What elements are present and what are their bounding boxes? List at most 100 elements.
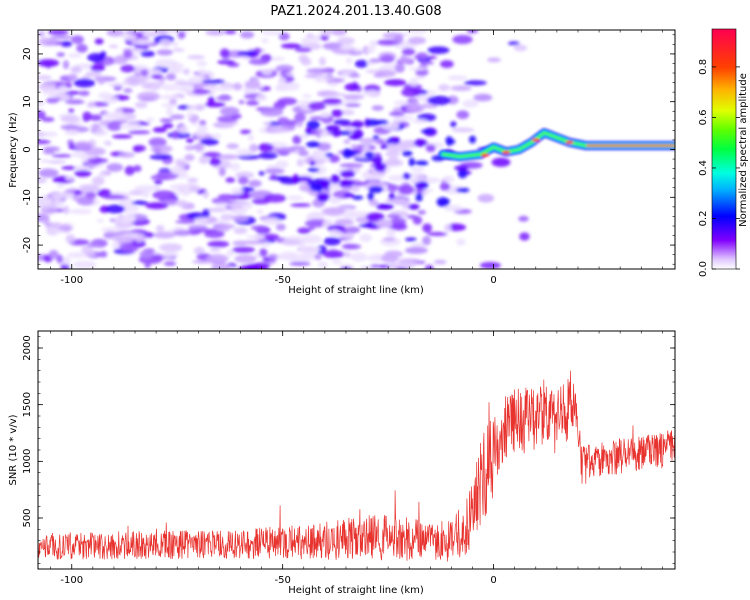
spectrogram-cell [106, 30, 125, 37]
spectrogram-cell [245, 235, 265, 239]
colorbar: 0.0 0.2 0.4 0.6 0.8 Normalized spectral ampl… [698, 28, 749, 277]
spectrogram-cell [344, 103, 361, 108]
spectrogram-cell [315, 183, 323, 193]
spectrogram-cell [362, 145, 370, 151]
spectrogram-cell [112, 56, 128, 65]
spectrogram-cell [245, 264, 269, 269]
spectrogram-cell [321, 207, 345, 216]
spectrogram-cell [343, 193, 355, 198]
spectrogram-cell [351, 210, 368, 217]
spectrogram-cell [207, 88, 216, 96]
spectrogram-cell [50, 192, 75, 200]
spectrogram-cell [380, 144, 388, 150]
spectrogram-cell [177, 30, 186, 39]
colorbar-tick-label: 0.4 [698, 160, 709, 176]
spectrogram-cell [124, 165, 135, 176]
spectrogram-cell [148, 137, 167, 147]
spectrogram-cell [118, 151, 135, 158]
spectrogram-cell [518, 215, 529, 222]
spectrogram-cell [76, 43, 88, 53]
spectrogram-cell [479, 261, 501, 269]
spectrogram-cell [209, 157, 222, 166]
spectrogram-cell [239, 129, 252, 135]
spectrogram-cell [132, 144, 146, 152]
spectrogram-cell [348, 73, 361, 78]
spectrogram-cell [354, 59, 369, 68]
spectrogram-cell [237, 176, 249, 185]
spectrogram-cell [344, 83, 360, 92]
spectrogram-cell [331, 30, 347, 36]
spectrogram-cell [402, 172, 412, 180]
spectrogram-cell [339, 44, 355, 51]
spectrogram-cell [123, 76, 146, 86]
colorbar-label: Normalized spectral amplitude [738, 73, 749, 227]
spectrogram-cell [336, 37, 356, 45]
spectrogram-cell [361, 90, 380, 97]
spectrogram-cell [358, 223, 377, 228]
spectrogram-cell [196, 124, 208, 134]
ridge-hotspot [502, 150, 511, 154]
spectrogram-cell [219, 48, 230, 58]
spectrogram-cell [454, 165, 469, 171]
spectrogram-cell [332, 129, 342, 137]
spectrogram-cell [61, 256, 71, 266]
spectrogram-cell [135, 236, 144, 243]
spectrogram-cell [298, 54, 309, 63]
spectrogram-cell [236, 148, 254, 156]
spectrogram-cell [56, 183, 65, 188]
spectrogram-cell [226, 249, 234, 257]
spectrogram-cell [404, 237, 417, 242]
spectrogram-cell [507, 41, 520, 46]
spectrogram-cell [103, 139, 112, 146]
y-tick-label: -10 [22, 189, 33, 205]
spectrogram-cell [323, 236, 341, 246]
spectrogram-cell [123, 49, 133, 59]
spectrogram-cell [398, 259, 416, 269]
spectrogram-cell [386, 214, 401, 219]
spectrogram-cell [491, 157, 511, 167]
snr-y-label: SNR (10 * v/v) [8, 414, 19, 485]
spectrogram-cell [439, 182, 451, 191]
spectrogram-cell [342, 148, 353, 159]
spectrogram-cell [71, 35, 84, 45]
spectrogram-cell [386, 228, 396, 238]
spectrogram-cell [146, 117, 155, 123]
spectrogram-cell [398, 124, 405, 129]
spectrogram-cell [294, 112, 306, 123]
y-tick-label: -20 [22, 237, 33, 253]
spectrogram-cell [302, 234, 322, 244]
spectrogram-cell [376, 264, 391, 269]
spectrogram-y-label: Frequency (Hz) [8, 112, 19, 188]
spectrogram-cell [122, 33, 137, 41]
spectrogram-cell [206, 207, 229, 213]
spectrogram-cell [201, 79, 226, 85]
spectrogram-cell [61, 165, 77, 170]
colorbar-frame [711, 28, 737, 270]
spectrogram-cell [359, 137, 379, 144]
spectrogram-cell [237, 154, 261, 160]
spectrogram-cell [68, 108, 75, 114]
spectrogram-cell [257, 209, 264, 215]
spectrogram-cell [277, 76, 287, 87]
spectrogram-cell [285, 72, 295, 77]
spectrogram-cell [351, 120, 364, 128]
spectrogram-cell [389, 111, 406, 117]
spectrogram-cell [85, 251, 96, 257]
spectrogram-cell [382, 122, 400, 131]
x-tick-label: -100 [60, 275, 83, 286]
spectrogram-cell [343, 232, 355, 240]
spectrogram-cell [91, 123, 101, 132]
spectrogram-cell [245, 100, 260, 106]
snr-series-line [38, 370, 675, 562]
spectrogram-cell [100, 51, 107, 58]
spectrogram-cell [191, 259, 213, 264]
spectrogram-cell [150, 74, 163, 79]
spectrogram-blobs [38, 30, 530, 269]
spectrogram-cell [448, 139, 456, 145]
spectrogram-cell [271, 128, 290, 134]
spectrogram-cell [290, 203, 312, 208]
spectrogram-cell [382, 159, 404, 167]
spectrogram-cell [184, 154, 195, 162]
spectrogram-cell [175, 219, 196, 224]
spectrogram-cell [366, 46, 376, 54]
